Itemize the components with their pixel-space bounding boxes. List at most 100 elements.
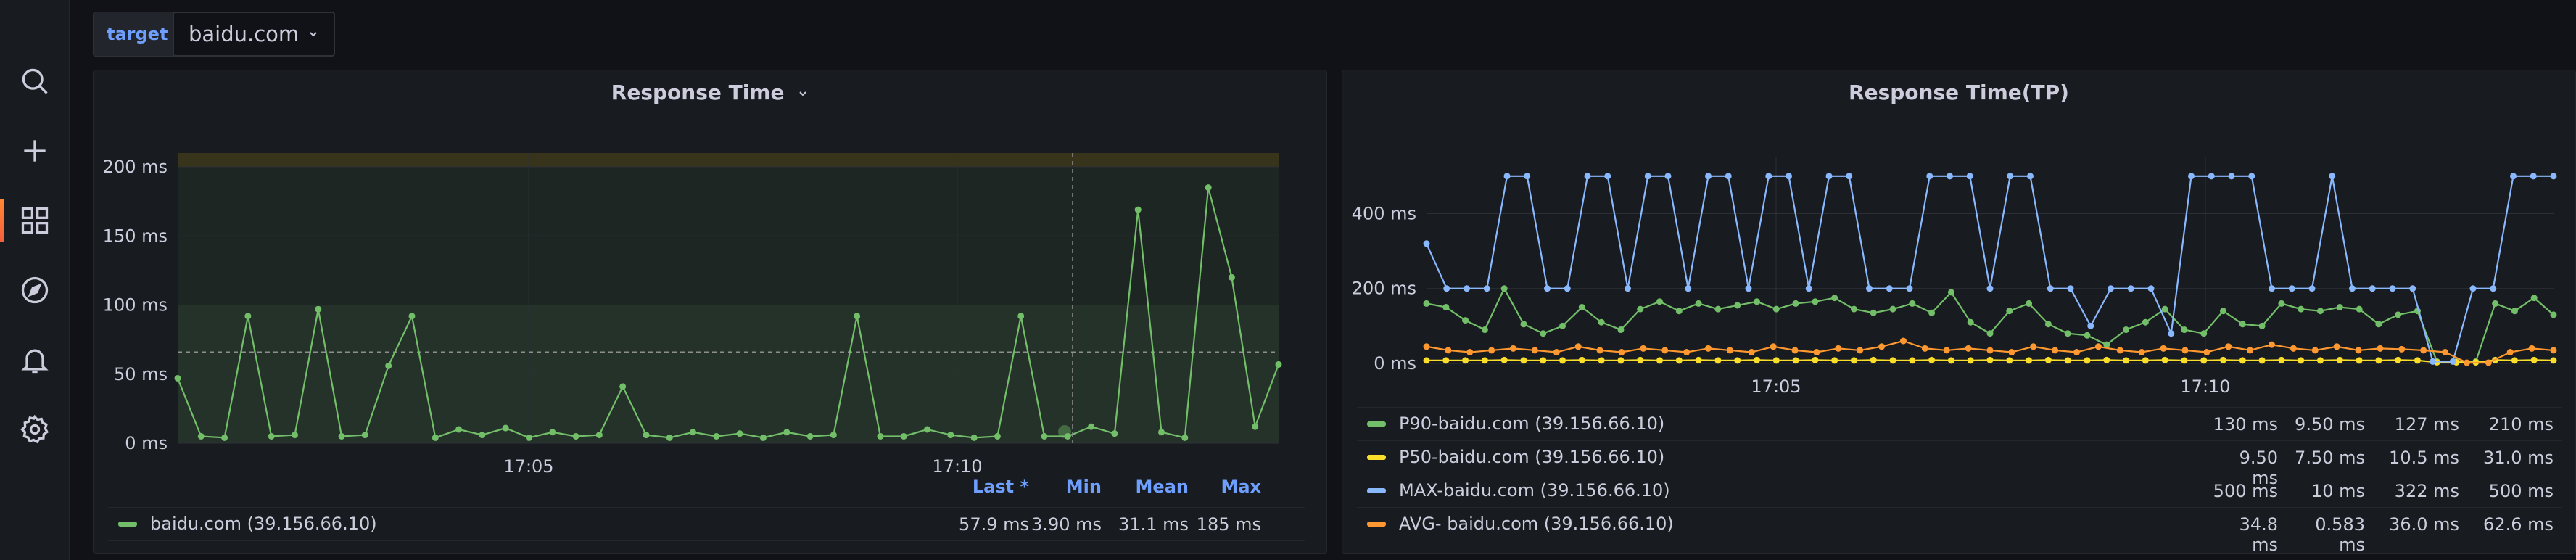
variable-select[interactable]: baidu.com [173,12,336,57]
data-point [1205,184,1212,192]
data-point [1181,434,1189,441]
legend-item[interactable]: MAX-baidu.com (39.156.66.10) [1367,474,1670,507]
data-point [2147,285,2155,292]
data-point [1584,173,1591,180]
explore-icon[interactable] [0,261,70,319]
data-point [2073,349,2081,356]
data-point [1637,305,1644,313]
data-point [1553,349,1560,356]
data-point [595,432,603,439]
data-point [1442,357,1450,364]
data-point [1158,429,1165,436]
y-tick-label: 0 ms [1374,353,1416,374]
data-point [1734,357,1741,364]
data-point [2308,285,2316,292]
x-tick-label: 17:10 [932,456,982,477]
data-point [1899,337,1907,345]
data-point [2530,173,2537,180]
data-point [2027,173,2034,180]
data-point [1445,347,1452,354]
data-point [1625,285,1631,292]
data-point [1792,300,1799,307]
data-point [315,305,322,313]
data-point [1531,347,1538,354]
data-point [2375,321,2382,328]
data-point [2026,357,2033,364]
data-point [1870,309,1877,316]
data-point [1965,345,1972,352]
data-point [1770,343,1777,350]
legend-divider [108,507,1305,508]
data-point [1748,349,1755,356]
threshold-band-yellow [178,153,1279,168]
x-tick-label: 17:10 [2180,376,2230,397]
legend-item[interactable]: P50-baidu.com (39.156.66.10) [1367,440,1664,474]
data-point [1791,347,1799,354]
data-point [994,432,1001,440]
chevron-down-icon [799,91,806,96]
data-point [1745,285,1752,292]
legend-value: 127 ms [2394,414,2459,435]
data-point [2298,305,2305,313]
data-point [1685,285,1692,292]
data-point [1483,285,1490,292]
sidebar [0,0,70,560]
data-point [1943,347,1950,354]
data-point [1967,318,1974,326]
data-point [1559,357,1566,364]
data-point [2006,357,2013,364]
data-point [1618,349,1625,356]
data-point [2528,345,2535,352]
data-point [1520,357,1527,364]
legend-header-last[interactable]: Last * [972,477,1029,497]
legend-value: 34.8 ms [2239,514,2278,555]
data-point [1753,356,1760,363]
x-tick-label: 17:05 [1751,376,1801,397]
data-point [2463,359,2470,366]
legend-header-mean[interactable]: Mean [1135,477,1189,497]
data-point [1714,357,1722,364]
data-point [1786,173,1792,180]
legend-value: 130 ms [2213,414,2278,435]
settings-icon[interactable] [0,400,70,458]
data-point [1705,173,1712,180]
legend-item[interactable]: baidu.com (39.156.66.10) [118,507,377,540]
data-point [1705,345,1712,352]
dashboards-icon[interactable] [0,192,70,250]
data-point [2239,321,2246,328]
data-point [1423,357,1430,364]
data-point [1524,173,1531,180]
data-point [1906,285,1913,292]
data-point [1966,173,1973,180]
data-point [1772,357,1780,364]
panel-title-text[interactable]: Response Time(TP) [1849,81,2069,104]
data-point [1772,305,1780,313]
data-point [2269,341,2275,348]
data-point [455,426,463,433]
data-point [2168,330,2175,337]
chart-response-time-tp[interactable]: 0 ms 200 ms 400 ms 17:05 17:10 [1342,70,2576,411]
alerting-icon[interactable] [0,331,70,389]
legend-item[interactable]: AVG- baidu.com (39.156.66.10) [1367,507,1674,540]
data-point [2492,300,2499,307]
plus-icon[interactable] [0,122,70,180]
data-point [1926,173,1933,180]
legend-header-max[interactable]: Max [1221,477,1261,497]
legend-value: 36.0 ms [2389,514,2459,535]
chart-response-time[interactable]: 0 ms 50 ms 100 ms 150 ms 200 ms 17:05 17:10 [94,70,1328,477]
legend-header-min[interactable]: Min [1065,477,1102,497]
data-point [970,434,978,441]
data-point [1544,285,1551,292]
data-point [2336,356,2343,363]
data-point [2269,285,2275,292]
legend-divider [1357,507,2562,508]
legend-series-name: MAX-baidu.com (39.156.66.10) [1399,480,1670,501]
legend-item[interactable]: P90-baidu.com (39.156.66.10) [1367,407,1664,440]
data-point [2349,285,2356,292]
search-icon[interactable] [0,52,70,110]
data-point [2181,357,2188,364]
panel-title[interactable]: Response Time [94,81,1326,104]
data-point [2510,173,2517,180]
data-point [525,434,532,441]
data-point [2228,173,2235,180]
